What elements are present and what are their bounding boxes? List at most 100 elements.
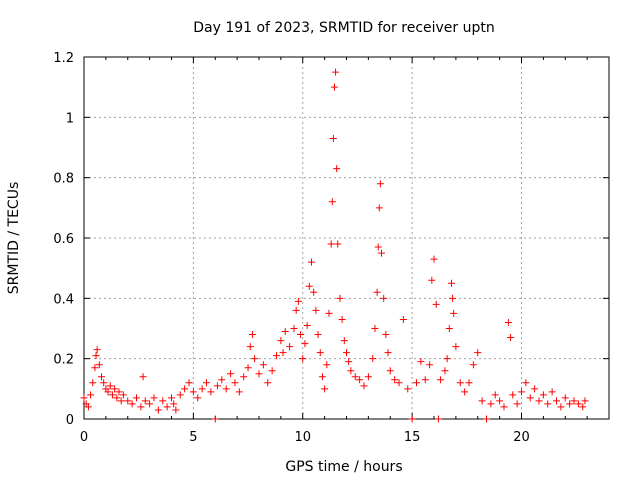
data-point-marker: [432, 300, 440, 308]
data-point-marker: [437, 376, 445, 384]
data-point-marker: [273, 352, 280, 360]
data-point-marker: [356, 376, 364, 384]
axis-ticks: 0 5 10 15 20 0 0.2 0.4 0.6 0.8 1 1.2: [53, 51, 610, 445]
data-point-marker: [327, 240, 335, 248]
data-point-marker: [491, 391, 499, 399]
data-point-marker: [448, 279, 455, 287]
data-point-marker: [281, 328, 289, 336]
y-tick-label: 0.4: [53, 292, 74, 307]
data-point-marker: [371, 325, 379, 332]
data-point-marker: [336, 294, 344, 302]
data-point-marker: [408, 415, 416, 423]
data-point-marker: [286, 343, 294, 351]
data-point-marker: [91, 364, 99, 372]
data-point-marker: [170, 400, 178, 408]
data-point-marker: [461, 388, 469, 396]
data-point-marker: [332, 68, 340, 76]
data-point-marker: [426, 361, 434, 369]
data-point-marker: [213, 382, 221, 390]
data-point-marker: [246, 343, 254, 351]
data-point-marker: [93, 346, 101, 354]
data-point-marker: [119, 391, 127, 399]
data-point-marker: [496, 397, 504, 405]
y-tick-label: 0: [66, 413, 74, 428]
data-point-marker: [421, 376, 429, 384]
data-point-marker: [399, 315, 407, 323]
data-point-marker: [391, 376, 399, 384]
data-point-marker: [378, 249, 385, 257]
data-point-marker: [80, 394, 88, 402]
data-point-marker: [382, 331, 390, 339]
data-point-marker: [308, 258, 315, 266]
data-point-marker: [469, 361, 477, 369]
x-tick-label: 15: [404, 430, 421, 445]
x-tick-label: 10: [294, 430, 311, 445]
data-point-marker: [235, 388, 243, 396]
data-point-marker: [557, 403, 565, 411]
y-tick-label: 0.6: [53, 232, 74, 247]
data-point-marker: [290, 325, 298, 332]
data-point-marker: [570, 397, 578, 405]
data-point-marker: [128, 400, 136, 408]
data-point-marker: [264, 379, 272, 387]
data-point-marker: [500, 403, 508, 411]
data-point-marker: [259, 361, 267, 369]
y-tick-label: 1: [66, 111, 74, 126]
x-tick-label: 0: [80, 430, 88, 445]
data-point-marker: [218, 376, 226, 384]
data-point-marker: [168, 394, 175, 402]
data-point-marker: [334, 240, 342, 248]
data-point-marker: [124, 397, 132, 405]
data-point-marker: [450, 309, 458, 317]
data-point-marker: [434, 415, 442, 423]
data-point-marker: [106, 382, 114, 390]
data-point-marker: [137, 403, 145, 411]
data-point-marker: [347, 367, 355, 375]
data-point-marker: [318, 373, 326, 381]
data-point-marker: [474, 349, 482, 357]
y-axis-label: SRMTID / TECUs: [6, 182, 22, 295]
data-point-marker: [299, 355, 307, 363]
data-point-marker: [92, 352, 100, 360]
data-point-marker: [111, 385, 119, 393]
data-point-marker: [443, 355, 451, 363]
data-point-marker: [386, 367, 394, 375]
data-point-marker: [211, 415, 219, 423]
y-tick-label: 1.2: [53, 51, 74, 66]
data-point-marker: [294, 297, 302, 305]
data-point-marker: [244, 364, 252, 372]
data-point-marker: [305, 282, 313, 290]
data-point-marker: [163, 403, 171, 411]
data-point-marker: [531, 385, 539, 393]
data-point-marker: [198, 385, 206, 393]
data-point-marker: [255, 370, 263, 378]
data-point-marker: [176, 391, 184, 399]
data-point-marker: [374, 243, 382, 251]
data-point-marker: [113, 394, 121, 402]
data-point-marker: [544, 400, 552, 408]
data-point-marker: [417, 358, 425, 366]
data-point-marker: [338, 315, 346, 323]
data-point-marker: [579, 403, 587, 411]
data-point-marker: [150, 394, 158, 402]
data-point-marker: [297, 331, 305, 339]
data-point-marker: [373, 288, 381, 296]
data-point-marker: [222, 385, 230, 393]
data-point-marker: [329, 134, 337, 142]
data-point-marker: [330, 83, 338, 91]
data-point-marker: [487, 400, 495, 408]
chart-title: Day 191 of 2023, SRMTID for receiver upt…: [193, 20, 495, 36]
data-point-marker: [312, 306, 320, 314]
data-point-marker: [535, 397, 543, 405]
data-point-marker: [108, 391, 116, 399]
data-point-marker: [548, 388, 556, 396]
data-point-marker: [146, 400, 154, 408]
x-tick-label: 20: [513, 430, 530, 445]
data-point-marker: [449, 294, 457, 302]
data-point-marker: [301, 340, 309, 348]
x-tick-label: 5: [189, 430, 197, 445]
data-point-marker: [279, 349, 287, 357]
data-point-marker: [231, 379, 239, 387]
data-point-marker: [104, 388, 112, 396]
